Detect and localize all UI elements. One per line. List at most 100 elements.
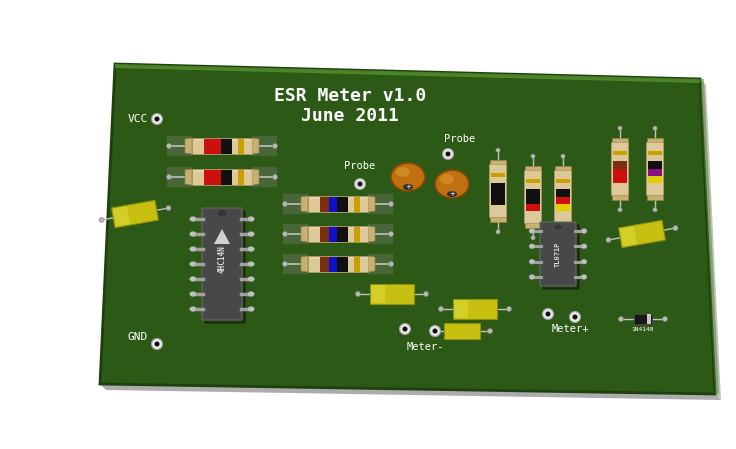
Ellipse shape bbox=[389, 232, 394, 237]
Text: VCC: VCC bbox=[128, 114, 148, 124]
Ellipse shape bbox=[99, 217, 104, 222]
Polygon shape bbox=[222, 138, 232, 154]
Polygon shape bbox=[185, 169, 192, 185]
Polygon shape bbox=[252, 167, 277, 187]
Ellipse shape bbox=[189, 247, 197, 251]
Polygon shape bbox=[238, 170, 244, 185]
Polygon shape bbox=[192, 138, 252, 154]
Polygon shape bbox=[320, 197, 331, 211]
Polygon shape bbox=[213, 170, 224, 185]
Ellipse shape bbox=[155, 116, 160, 122]
Ellipse shape bbox=[553, 224, 562, 230]
Polygon shape bbox=[368, 194, 393, 214]
Ellipse shape bbox=[430, 326, 441, 336]
Polygon shape bbox=[320, 226, 331, 242]
Polygon shape bbox=[310, 197, 366, 199]
Polygon shape bbox=[613, 161, 627, 168]
Ellipse shape bbox=[155, 342, 160, 347]
Ellipse shape bbox=[581, 274, 587, 279]
Polygon shape bbox=[454, 300, 468, 318]
Ellipse shape bbox=[496, 148, 500, 152]
Polygon shape bbox=[490, 160, 506, 166]
Polygon shape bbox=[310, 257, 366, 259]
Polygon shape bbox=[100, 384, 721, 400]
Polygon shape bbox=[618, 220, 665, 248]
Ellipse shape bbox=[247, 291, 255, 296]
Polygon shape bbox=[526, 197, 540, 204]
Polygon shape bbox=[556, 167, 570, 172]
Polygon shape bbox=[648, 151, 662, 155]
Polygon shape bbox=[368, 226, 375, 242]
Ellipse shape bbox=[496, 230, 500, 234]
Polygon shape bbox=[556, 223, 570, 228]
Polygon shape bbox=[612, 138, 628, 144]
Ellipse shape bbox=[618, 317, 623, 321]
Text: +: + bbox=[449, 191, 455, 197]
Polygon shape bbox=[100, 64, 715, 394]
Polygon shape bbox=[115, 64, 700, 83]
Ellipse shape bbox=[403, 326, 408, 331]
Ellipse shape bbox=[166, 175, 171, 180]
FancyBboxPatch shape bbox=[612, 142, 629, 195]
Ellipse shape bbox=[529, 244, 535, 249]
Polygon shape bbox=[167, 136, 192, 156]
Polygon shape bbox=[526, 204, 540, 211]
Ellipse shape bbox=[581, 259, 587, 264]
Polygon shape bbox=[556, 204, 570, 211]
Ellipse shape bbox=[529, 229, 535, 233]
Ellipse shape bbox=[247, 216, 255, 221]
Polygon shape bbox=[368, 196, 375, 212]
Ellipse shape bbox=[531, 236, 535, 240]
Ellipse shape bbox=[653, 126, 657, 130]
Polygon shape bbox=[491, 191, 505, 198]
Ellipse shape bbox=[442, 149, 453, 159]
Polygon shape bbox=[556, 179, 570, 184]
Ellipse shape bbox=[189, 291, 197, 296]
Ellipse shape bbox=[673, 225, 678, 231]
Ellipse shape bbox=[272, 144, 277, 149]
Polygon shape bbox=[368, 224, 393, 244]
Polygon shape bbox=[222, 170, 232, 185]
Polygon shape bbox=[194, 139, 250, 141]
Ellipse shape bbox=[433, 329, 437, 334]
Polygon shape bbox=[491, 198, 505, 205]
Polygon shape bbox=[194, 170, 250, 172]
Ellipse shape bbox=[440, 174, 454, 184]
Polygon shape bbox=[453, 299, 497, 319]
Polygon shape bbox=[337, 226, 348, 242]
Ellipse shape bbox=[247, 261, 255, 267]
Ellipse shape bbox=[581, 244, 587, 249]
Polygon shape bbox=[205, 138, 215, 154]
Polygon shape bbox=[648, 169, 662, 176]
Polygon shape bbox=[648, 138, 662, 144]
Polygon shape bbox=[214, 229, 230, 244]
Ellipse shape bbox=[545, 312, 551, 317]
Polygon shape bbox=[329, 197, 339, 211]
FancyBboxPatch shape bbox=[202, 208, 242, 320]
FancyBboxPatch shape bbox=[524, 171, 542, 224]
Polygon shape bbox=[205, 170, 215, 185]
Polygon shape bbox=[368, 256, 375, 272]
Ellipse shape bbox=[217, 210, 227, 216]
Polygon shape bbox=[556, 197, 570, 204]
Ellipse shape bbox=[247, 247, 255, 251]
Ellipse shape bbox=[166, 206, 171, 211]
Polygon shape bbox=[613, 169, 627, 176]
Polygon shape bbox=[283, 224, 308, 244]
Ellipse shape bbox=[435, 170, 469, 198]
FancyBboxPatch shape bbox=[646, 142, 664, 195]
Ellipse shape bbox=[358, 181, 363, 186]
Polygon shape bbox=[308, 256, 368, 272]
Text: 1N4148: 1N4148 bbox=[631, 327, 654, 332]
Polygon shape bbox=[308, 226, 368, 242]
Polygon shape bbox=[112, 200, 158, 228]
Polygon shape bbox=[648, 194, 662, 200]
Ellipse shape bbox=[447, 191, 457, 197]
Ellipse shape bbox=[152, 339, 163, 349]
Ellipse shape bbox=[618, 126, 622, 130]
FancyBboxPatch shape bbox=[540, 222, 576, 286]
Polygon shape bbox=[283, 254, 308, 274]
Ellipse shape bbox=[152, 114, 163, 124]
Polygon shape bbox=[310, 227, 366, 229]
Polygon shape bbox=[283, 194, 308, 214]
